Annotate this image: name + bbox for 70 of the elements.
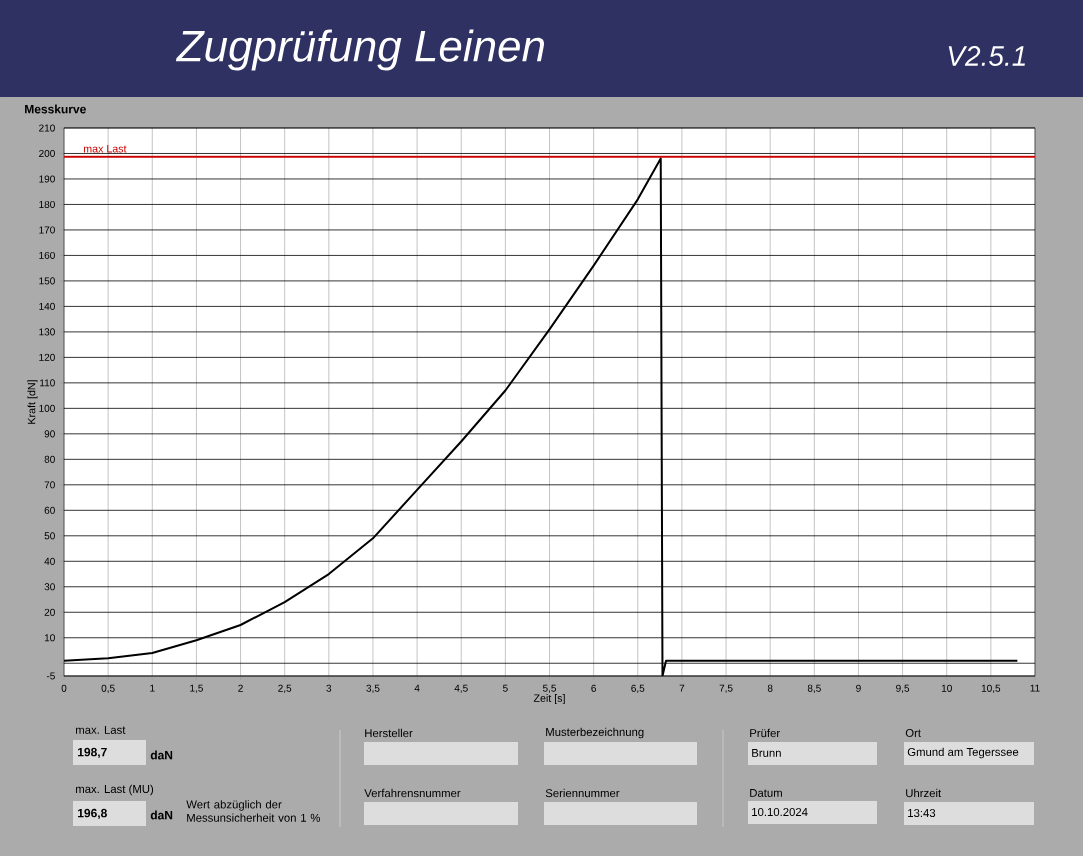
y-tick-label: 100 (39, 404, 55, 412)
y-tick-label: 30 (44, 583, 55, 591)
y-tick-label: 160 (39, 251, 55, 259)
text: Wert abzüglich der Messunsicherheit von 1 % (186, 800, 321, 822)
y-tick-label: 80 (44, 455, 55, 463)
y-tick-label: 50 (44, 532, 55, 540)
x-tick-label: 9,5 (896, 684, 910, 693)
text: Seriennummer (545, 788, 620, 798)
y-tick-label: 180 (39, 200, 55, 208)
x-tick-label: 7 (679, 684, 685, 692)
x-tick-label: 10,5 (981, 684, 1001, 693)
text: max. Last (76, 726, 126, 734)
x-tick-label: 4,5 (454, 684, 468, 693)
y-tick-label: 60 (44, 506, 55, 514)
x-tick-label: 0 (61, 684, 67, 692)
text: max. Last (MU) (76, 784, 154, 796)
text: Datum (750, 789, 782, 797)
ref-line-label: max Last (83, 145, 127, 153)
text: daN (150, 810, 173, 820)
x-tick-label: 0,5 (101, 684, 115, 693)
text: Verfahrensnummer (364, 788, 461, 798)
text: 13:43 (908, 808, 936, 817)
x-tick-label: 5 (502, 684, 508, 692)
x-tick-label: 8,5 (807, 684, 821, 693)
x-tick-label: 3,5 (366, 684, 380, 693)
y-tick-label: 40 (44, 557, 55, 565)
y-tick-label: 140 (39, 302, 55, 310)
y-tick-label: 110 (40, 379, 55, 387)
text: Uhrzeit (906, 788, 942, 798)
y-tick-label: 10 (44, 634, 55, 642)
y-axis-title: Kraft [dN] (27, 380, 38, 424)
y-tick-label: 120 (39, 353, 55, 361)
text: Ort (905, 728, 921, 737)
text: Prüfer (750, 728, 780, 738)
text: Hersteller (365, 728, 413, 738)
y-tick-label: 20 (44, 608, 55, 616)
y-tick-label: 70 (44, 481, 55, 489)
text: Musterbezeichnung (546, 727, 644, 739)
x-tick-label: 5,5 (542, 684, 557, 693)
y-tick-label: 150 (39, 277, 55, 285)
y-tick-label: 170 (39, 226, 55, 234)
x-tick-label: 9 (856, 684, 861, 692)
text: 196,8 (78, 808, 107, 820)
x-tick-label: 1,5 (190, 684, 203, 693)
y-tick-label: 90 (44, 430, 55, 438)
x-tick-label: 11 (1030, 684, 1040, 692)
text: 10.10.2024 (752, 807, 808, 816)
x-tick-label: 10 (941, 684, 952, 692)
x-axis-title: Zeit [s] (533, 694, 565, 705)
x-tick-label: 1 (150, 684, 155, 692)
x-tick-label: 3 (326, 684, 332, 692)
text: Brunn (752, 749, 781, 757)
text: Messkurve (25, 104, 86, 114)
chart-subtitle: V2.5.1 (948, 46, 1025, 66)
text: 198,7 (78, 747, 107, 759)
x-tick-label: 2,5 (278, 684, 292, 693)
text: daN (150, 750, 173, 760)
x-tick-label: 8 (767, 684, 773, 692)
y-tick-label: 210 (39, 124, 55, 132)
y-tick-label: -5 (46, 672, 55, 680)
y-tick-label: 190 (39, 175, 55, 183)
y-tick-label: 130 (39, 328, 55, 336)
x-tick-label: 6,5 (631, 684, 645, 693)
x-tick-label: 4 (414, 684, 420, 692)
x-tick-label: 7,5 (719, 684, 733, 693)
y-tick-label: 200 (39, 149, 55, 158)
chart-title: Zugprüfung Leinen (175, 29, 545, 71)
x-tick-label: 2 (238, 684, 243, 692)
x-tick-label: 6 (591, 684, 596, 692)
text: Gmund am Tegerssee (907, 747, 1019, 759)
